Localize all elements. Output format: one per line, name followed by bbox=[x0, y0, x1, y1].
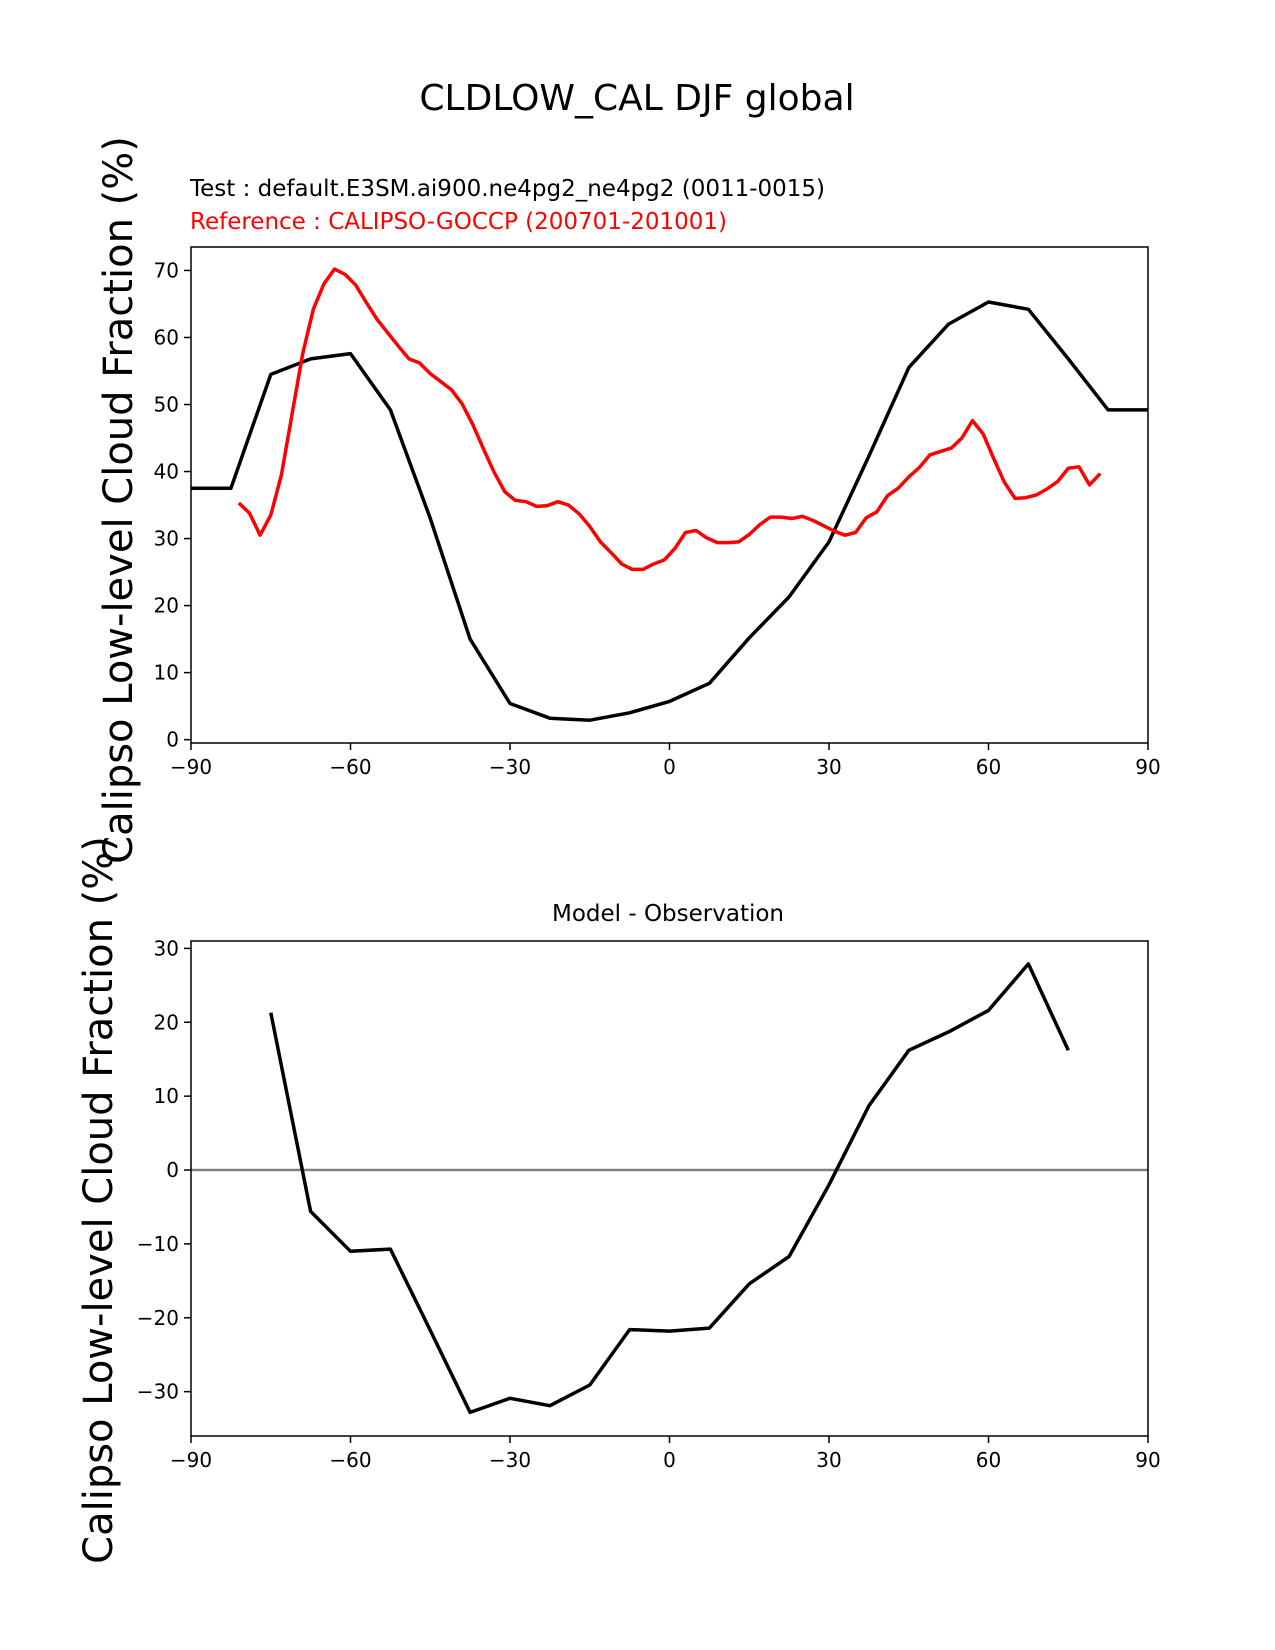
bottom-series-line-0 bbox=[269, 962, 1070, 1415]
bottom-x-tick-label: 60 bbox=[976, 1448, 1001, 1472]
bottom-y-tick-label: −30 bbox=[137, 1380, 179, 1404]
top-series-line-1 bbox=[237, 267, 1102, 572]
figure-title: CLDLOW_CAL DJF global bbox=[419, 78, 854, 119]
bottom-x-tick-label: 0 bbox=[663, 1448, 676, 1472]
bottom-plot-area: −90 −60 −30 0 30 60 90 −30 −20 −10 0 10 20 30 bbox=[137, 936, 1161, 1472]
top-x-tick-label: −90 bbox=[170, 755, 212, 779]
top-x-tick-label: 90 bbox=[1135, 755, 1160, 779]
top-y-tick-label: 40 bbox=[154, 460, 179, 484]
top-y-axis-label: Calipso Low-level Cloud Fraction (%) bbox=[96, 136, 142, 864]
bottom-x-tick-label: −30 bbox=[489, 1448, 531, 1472]
reference-label: Reference : CALIPSO-GOCCP (200701-201001… bbox=[190, 209, 727, 235]
top-y-tick-label: 20 bbox=[154, 594, 179, 618]
top-panel: Test : default.E3SM.ai900.ne4pg2_ne4pg2 … bbox=[96, 136, 1161, 864]
top-y-tick-label: 50 bbox=[154, 393, 179, 417]
bottom-y-tick-label: 20 bbox=[154, 1010, 179, 1034]
bottom-x-tick-label: 90 bbox=[1135, 1448, 1160, 1472]
top-x-tick-label: 30 bbox=[816, 755, 841, 779]
top-x-tick-label: 60 bbox=[976, 755, 1001, 779]
top-x-tick-label: 0 bbox=[663, 755, 676, 779]
bottom-subplot-title: Model - Observation bbox=[552, 901, 784, 927]
bottom-y-tick-label: 10 bbox=[154, 1084, 179, 1108]
top-x-tick-label: −30 bbox=[489, 755, 531, 779]
top-y-tick-label: 70 bbox=[154, 258, 179, 282]
bottom-panel: Model - Observation −90 −60 −30 0 30 60 90−30−… bbox=[76, 836, 1161, 1564]
top-plot-area: −90 −60 −30 0 30 60 90 0 10 20 30 40 50 60 70 bbox=[154, 246, 1161, 779]
top-y-tick-label: 10 bbox=[154, 661, 179, 685]
bottom-axes-frame bbox=[190, 940, 1149, 1437]
bottom-y-tick-label: −20 bbox=[137, 1306, 179, 1330]
bottom-x-tick-label: 30 bbox=[816, 1448, 841, 1472]
bottom-y-tick-label: 30 bbox=[154, 936, 179, 960]
bottom-x-tick-label: −60 bbox=[329, 1448, 371, 1472]
top-series-line-0 bbox=[191, 300, 1148, 722]
top-y-tick-label: 60 bbox=[154, 325, 179, 349]
bottom-y-axis-label: Calipso Low-level Cloud Fraction (%) bbox=[76, 836, 122, 1564]
top-y-tick-label: 30 bbox=[154, 527, 179, 551]
test-label: Test : default.E3SM.ai900.ne4pg2_ne4pg2 … bbox=[189, 176, 825, 202]
top-axes-frame bbox=[190, 246, 1149, 744]
top-x-tick-label: −60 bbox=[329, 755, 371, 779]
bottom-y-tick-label: 0 bbox=[166, 1158, 179, 1182]
top-y-tick-label: 0 bbox=[166, 728, 179, 752]
bottom-x-tick-label: −90 bbox=[170, 1448, 212, 1472]
bottom-y-tick-label: −10 bbox=[137, 1232, 179, 1256]
